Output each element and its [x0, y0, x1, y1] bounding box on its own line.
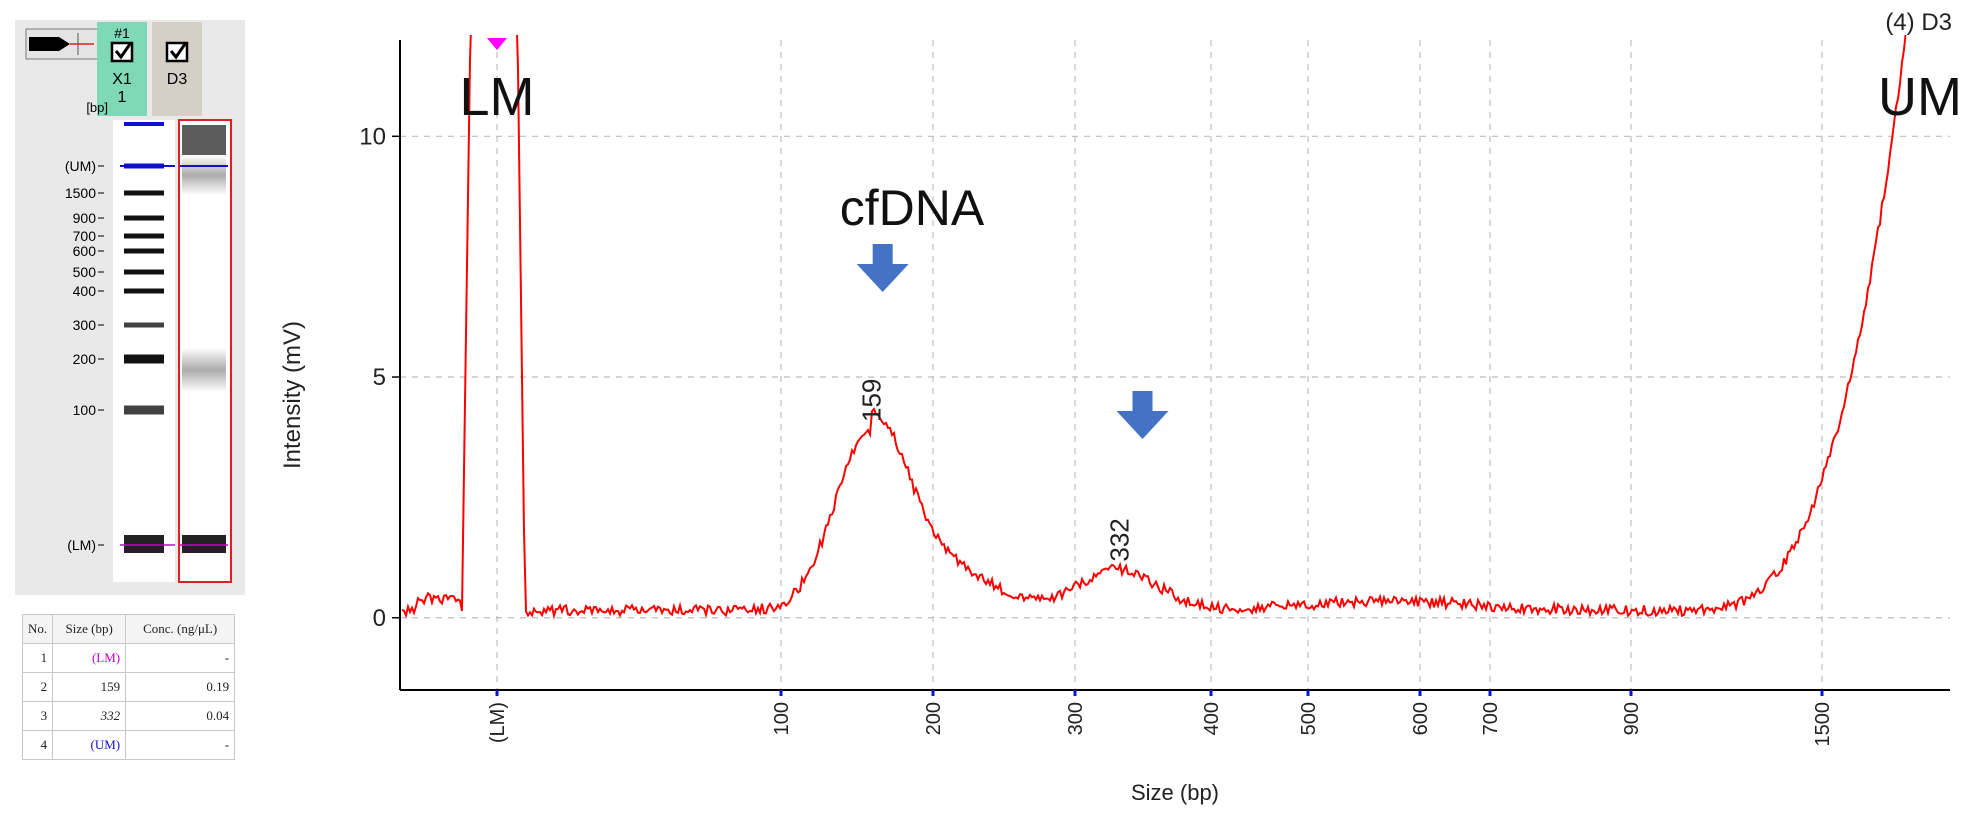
electrophoresis-button-icon	[29, 37, 59, 51]
row-conc: 0.04	[125, 701, 236, 731]
ladder-band	[124, 288, 164, 294]
x-tick-label: 100	[771, 702, 793, 735]
x-tick-label: 400	[1201, 702, 1223, 735]
ladder-band	[124, 215, 164, 221]
peak-label: 159	[857, 379, 887, 422]
col-no-header: No.	[21, 614, 54, 644]
electrophoresis-button-icon	[59, 37, 70, 51]
series-line	[401, 35, 1907, 620]
check-icon	[169, 43, 187, 60]
row-no: 2	[21, 672, 54, 702]
x-tick-label: 600	[1410, 702, 1432, 735]
lane-id-label: #1	[114, 25, 130, 41]
annotation-lm: LM	[459, 67, 534, 127]
ladder-lane	[113, 120, 175, 582]
ladder-band	[124, 190, 164, 196]
lane-sub-label: 1	[118, 89, 127, 106]
peak-label: 332	[1105, 518, 1135, 561]
x-tick-label: 500	[1298, 702, 1320, 735]
row-conc: -	[125, 730, 236, 760]
marker-label: 100	[73, 402, 97, 418]
sample-lm-band	[182, 535, 226, 553]
col-conc-header: Conc. (ng/μL)	[125, 614, 236, 644]
marker-label: 900	[73, 210, 97, 226]
gel-unit-label: [bp]	[86, 100, 108, 115]
x-tick-label: (LM)	[487, 702, 509, 743]
x-tick-label: 1500	[1812, 702, 1834, 747]
marker-label: 500	[73, 264, 97, 280]
lane-header-ladder	[97, 22, 147, 116]
lm-marker-icon	[487, 38, 507, 50]
marker-label: 700	[73, 228, 97, 244]
ladder-top-band	[124, 122, 164, 126]
x-tick-label: 700	[1480, 702, 1502, 735]
marker-label: (LM)	[67, 537, 96, 553]
ladder-band	[124, 322, 164, 328]
row-no: 1	[21, 643, 54, 673]
x-tick-label: 900	[1621, 702, 1643, 735]
table-row[interactable]: 4 (UM) -	[21, 730, 236, 760]
row-conc: 0.19	[125, 672, 236, 702]
x-tick-label: 300	[1065, 702, 1087, 735]
lane-header-sample	[152, 22, 202, 116]
sample-lane-selection	[178, 119, 232, 583]
row-size: (UM)	[52, 730, 127, 760]
ladder-band	[124, 269, 164, 275]
x-tick-label: 200	[923, 702, 945, 735]
x-axis-title: Size (bp)	[1131, 780, 1219, 805]
annotation-um: UM	[1878, 67, 1962, 127]
y-tick-label: 0	[373, 605, 386, 632]
down-arrow-icon	[856, 244, 909, 292]
chart-title: (4) D3	[1885, 9, 1952, 36]
row-no: 4	[21, 730, 54, 760]
marker-label: 1500	[65, 185, 96, 201]
sample-um-smear	[182, 155, 226, 195]
sample-cfdna-band	[182, 348, 226, 392]
lane-name-label: D3	[167, 71, 188, 88]
ladder-band	[124, 248, 164, 254]
y-tick-label: 10	[359, 123, 386, 150]
lane-name-label: X1	[112, 71, 132, 88]
marker-label: 400	[73, 283, 97, 299]
ladder-band	[124, 405, 164, 415]
sample-um-band	[182, 125, 226, 155]
marker-label: 600	[73, 243, 97, 259]
row-size: 332	[52, 701, 127, 731]
check-icon	[114, 43, 132, 60]
row-size: (LM)	[52, 643, 127, 673]
peak-table-header: No. Size (bp) Conc. (ng/μL)	[21, 614, 236, 644]
y-axis-title: Intensity (mV)	[279, 321, 306, 469]
marker-label: 300	[73, 317, 97, 333]
marker-label: (UM)	[65, 158, 96, 174]
ladder-lm-band	[124, 535, 164, 553]
table-row[interactable]: 3 332 0.04	[21, 701, 236, 731]
ladder-band	[124, 354, 164, 364]
marker-label: 200	[73, 351, 97, 367]
annotation-cfdna: cfDNA	[840, 180, 985, 236]
y-tick-label: 5	[373, 364, 386, 391]
down-arrow-icon	[1116, 391, 1169, 439]
col-size-header: Size (bp)	[52, 614, 127, 644]
peak-table: No. Size (bp) Conc. (ng/μL) 1 (LM) - 2 1…	[21, 614, 236, 760]
ladder-band	[124, 233, 164, 239]
